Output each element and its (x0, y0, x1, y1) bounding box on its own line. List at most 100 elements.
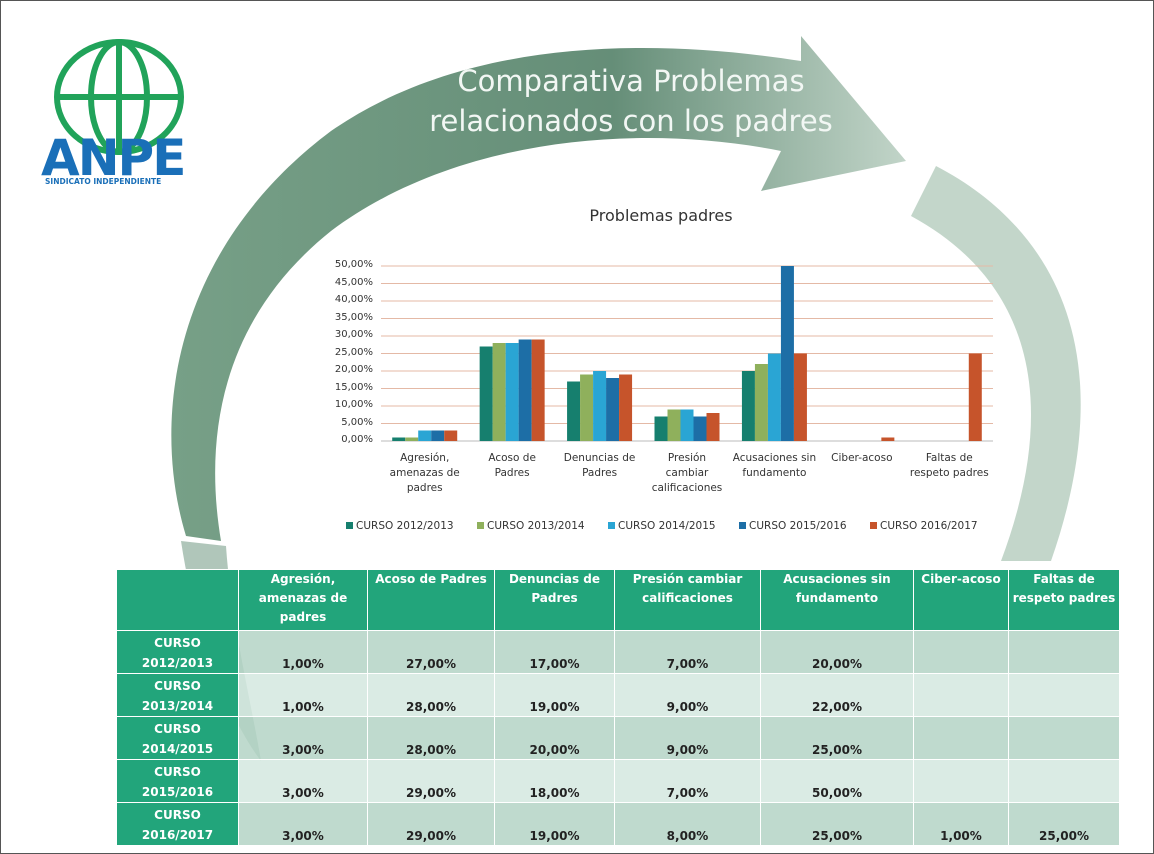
table-cell (1009, 760, 1120, 803)
table-cell: 9,00% (615, 717, 761, 760)
bar (781, 266, 794, 441)
x-tick-label: Acoso de Padres (470, 451, 554, 481)
column-header: Ciber-acoso (914, 570, 1009, 631)
bar (418, 431, 431, 442)
bar (580, 375, 593, 442)
x-tick-label: Denuncias de Padres (558, 451, 642, 481)
bar (532, 340, 545, 442)
row-header: CURSO 2015/2016 (117, 760, 239, 803)
table-cell: 20,00% (761, 631, 914, 674)
y-tick-label: 40,00% (303, 294, 373, 305)
row-header: CURSO 2014/2015 (117, 717, 239, 760)
legend-swatch (346, 522, 353, 529)
legend-label: CURSO 2012/2013 (356, 520, 454, 532)
legend-entry: CURSO 2016/2017 (870, 520, 978, 532)
bar (768, 354, 781, 442)
table-cell: 29,00% (368, 803, 495, 846)
table-cell: 27,00% (368, 631, 495, 674)
bar (619, 375, 632, 442)
legend-swatch (477, 522, 484, 529)
table-cell (914, 717, 1009, 760)
bar (567, 382, 580, 442)
y-tick-label: 25,00% (303, 347, 373, 358)
y-tick-label: 50,00% (303, 259, 373, 270)
x-tick-label: Ciber-acoso (820, 451, 904, 466)
legend-entry: CURSO 2015/2016 (739, 520, 847, 532)
table-cell (1009, 674, 1120, 717)
table-cell: 1,00% (914, 803, 1009, 846)
y-tick-label: 5,00% (303, 417, 373, 428)
slide: ANPE SINDICATO INDEPENDIENTE Comparativa… (0, 0, 1154, 854)
table-cell: 20,00% (495, 717, 615, 760)
column-header: Acusaciones sin fundamento (761, 570, 914, 631)
y-tick-label: 30,00% (303, 329, 373, 340)
column-header: Acoso de Padres (368, 570, 495, 631)
legend-swatch (739, 522, 746, 529)
bar (681, 410, 694, 442)
bar (431, 431, 444, 442)
y-tick-label: 0,00% (303, 434, 373, 445)
bar (755, 364, 768, 441)
table-cell: 17,00% (495, 631, 615, 674)
bar (519, 340, 532, 442)
legend-entry: CURSO 2013/2014 (477, 520, 585, 532)
bar (881, 438, 894, 442)
table-cell: 3,00% (239, 803, 368, 846)
y-tick-label: 10,00% (303, 399, 373, 410)
table-cell (1009, 717, 1120, 760)
table-cell: 25,00% (761, 803, 914, 846)
legend-swatch (870, 522, 877, 529)
y-tick-label: 35,00% (303, 312, 373, 323)
legend-label: CURSO 2013/2014 (487, 520, 585, 532)
y-tick-label: 20,00% (303, 364, 373, 375)
bar (969, 354, 982, 442)
bar (707, 413, 720, 441)
y-tick-label: 15,00% (303, 382, 373, 393)
bar (794, 354, 807, 442)
table-cell: 28,00% (368, 717, 495, 760)
table-cell (914, 631, 1009, 674)
bar (655, 417, 668, 442)
table-row: CURSO 2012/20131,00%27,00%17,00%7,00%20,… (117, 631, 1120, 674)
bar (405, 438, 418, 442)
legend-label: CURSO 2015/2016 (749, 520, 847, 532)
x-tick-label: Acusaciones sin fundamento (732, 451, 816, 481)
bar (480, 347, 493, 442)
bar (694, 417, 707, 442)
bar (742, 371, 755, 441)
bar (606, 378, 619, 441)
legend-entry: CURSO 2012/2013 (346, 520, 454, 532)
bar (444, 431, 457, 442)
x-tick-label: Faltas de respeto padres (907, 451, 991, 481)
table-cell: 9,00% (615, 674, 761, 717)
column-header: Denuncias de Padres (495, 570, 615, 631)
bar (506, 343, 519, 441)
table-cell: 7,00% (615, 760, 761, 803)
legend-swatch (608, 522, 615, 529)
column-header: Agresión, amenazas de padres (239, 570, 368, 631)
bar (668, 410, 681, 442)
table-cell: 25,00% (761, 717, 914, 760)
x-tick-label: Presión cambiar calificaciones (645, 451, 729, 496)
table-cell: 50,00% (761, 760, 914, 803)
bar (493, 343, 506, 441)
row-header: CURSO 2012/2013 (117, 631, 239, 674)
table-cell: 19,00% (495, 803, 615, 846)
table-cell: 8,00% (615, 803, 761, 846)
bar (392, 438, 405, 442)
x-tick-label: Agresión, amenazas de padres (383, 451, 467, 496)
legend-entry: CURSO 2014/2015 (608, 520, 716, 532)
y-tick-label: 45,00% (303, 277, 373, 288)
column-header: Faltas de respeto padres (1009, 570, 1120, 631)
column-header: Presión cambiar calificaciones (615, 570, 761, 631)
row-header: CURSO 2016/2017 (117, 803, 239, 846)
table-cell: 25,00% (1009, 803, 1120, 846)
table-cell: 19,00% (495, 674, 615, 717)
table-cell: 7,00% (615, 631, 761, 674)
legend-label: CURSO 2014/2015 (618, 520, 716, 532)
